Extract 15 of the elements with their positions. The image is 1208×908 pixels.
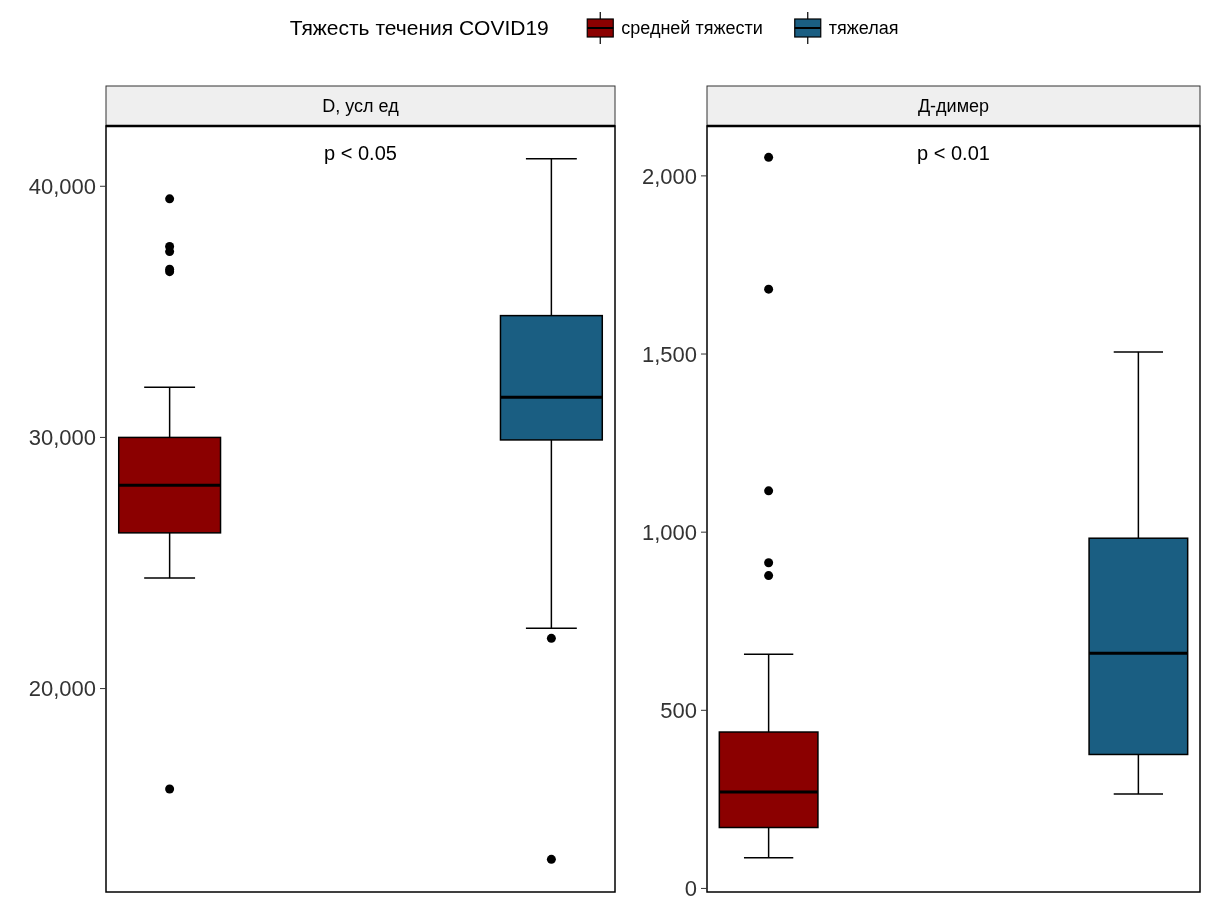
y-tick-label: 500 xyxy=(660,698,697,723)
annotation: p < 0.01 xyxy=(917,142,990,164)
y-tick-label: 40,000 xyxy=(28,173,96,199)
y-tick-label: 2,000 xyxy=(641,163,697,189)
y-tick-label: 20,000 xyxy=(28,676,96,702)
chart-title: D, усл ед xyxy=(322,96,400,116)
chart-title: Д-димер xyxy=(917,96,990,116)
y-tick-label: 1,500 xyxy=(641,341,697,367)
y-tick-label: 30,000 xyxy=(28,425,96,451)
y-tick-label: 0 xyxy=(684,876,697,902)
y-tick-label: 1,000 xyxy=(641,519,697,545)
legend-title: Тяжесть течения COVID19 xyxy=(289,16,549,40)
legend-label: средней тяжести xyxy=(621,18,763,39)
legend-label: тяжелая xyxy=(828,18,899,39)
annotation: p < 0.05 xyxy=(324,142,397,164)
